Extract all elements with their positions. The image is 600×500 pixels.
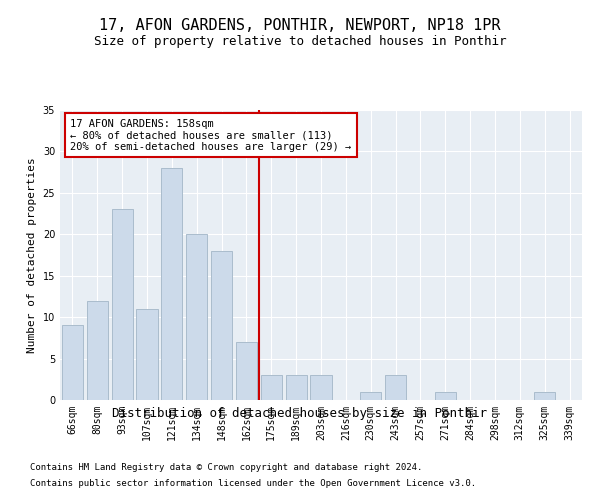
- Bar: [534, 392, 555, 400]
- Text: Contains public sector information licensed under the Open Government Licence v3: Contains public sector information licen…: [30, 479, 476, 488]
- Bar: [87, 300, 108, 400]
- Bar: [211, 251, 232, 400]
- Bar: [112, 210, 133, 400]
- Bar: [286, 375, 307, 400]
- Y-axis label: Number of detached properties: Number of detached properties: [27, 157, 37, 353]
- Bar: [236, 342, 257, 400]
- Text: 17, AFON GARDENS, PONTHIR, NEWPORT, NP18 1PR: 17, AFON GARDENS, PONTHIR, NEWPORT, NP18…: [99, 18, 501, 32]
- Bar: [385, 375, 406, 400]
- Text: 17 AFON GARDENS: 158sqm
← 80% of detached houses are smaller (113)
20% of semi-d: 17 AFON GARDENS: 158sqm ← 80% of detache…: [70, 118, 352, 152]
- Bar: [136, 309, 158, 400]
- Bar: [261, 375, 282, 400]
- Bar: [435, 392, 456, 400]
- Bar: [161, 168, 182, 400]
- Text: Distribution of detached houses by size in Ponthir: Distribution of detached houses by size …: [113, 408, 487, 420]
- Bar: [360, 392, 381, 400]
- Bar: [186, 234, 207, 400]
- Bar: [62, 326, 83, 400]
- Text: Contains HM Land Registry data © Crown copyright and database right 2024.: Contains HM Land Registry data © Crown c…: [30, 462, 422, 471]
- Text: Size of property relative to detached houses in Ponthir: Size of property relative to detached ho…: [94, 35, 506, 48]
- Bar: [310, 375, 332, 400]
